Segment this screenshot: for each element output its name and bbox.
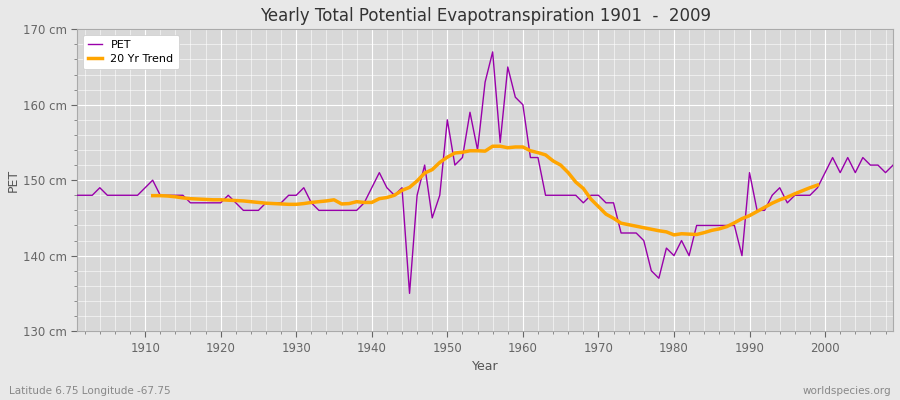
PET <box>299 185 310 190</box>
Line: 20 Yr Trend: 20 Yr Trend <box>153 146 817 235</box>
Text: Latitude 6.75 Longitude -67.75: Latitude 6.75 Longitude -67.75 <box>9 386 171 396</box>
PET <box>533 155 544 160</box>
PET <box>887 163 898 168</box>
20 Yr Trend <box>284 202 294 207</box>
20 Yr Trend <box>230 198 241 203</box>
PET <box>132 193 143 198</box>
PET <box>344 208 355 213</box>
PET <box>623 230 634 235</box>
20 Yr Trend <box>812 183 823 188</box>
20 Yr Trend <box>495 144 506 149</box>
Text: worldspecies.org: worldspecies.org <box>803 386 891 396</box>
Legend: PET, 20 Yr Trend: PET, 20 Yr Trend <box>83 35 179 70</box>
Title: Yearly Total Potential Evapotranspiration 1901  -  2009: Yearly Total Potential Evapotranspiratio… <box>259 7 711 25</box>
20 Yr Trend <box>752 209 762 214</box>
PET <box>525 155 535 160</box>
20 Yr Trend <box>669 232 680 237</box>
Y-axis label: PET: PET <box>7 169 20 192</box>
X-axis label: Year: Year <box>472 360 499 373</box>
20 Yr Trend <box>404 185 415 190</box>
20 Yr Trend <box>148 193 158 198</box>
20 Yr Trend <box>487 144 498 149</box>
PET <box>72 193 83 198</box>
PET <box>404 291 415 296</box>
20 Yr Trend <box>215 197 226 202</box>
PET <box>487 50 498 54</box>
Line: PET: PET <box>77 52 893 293</box>
